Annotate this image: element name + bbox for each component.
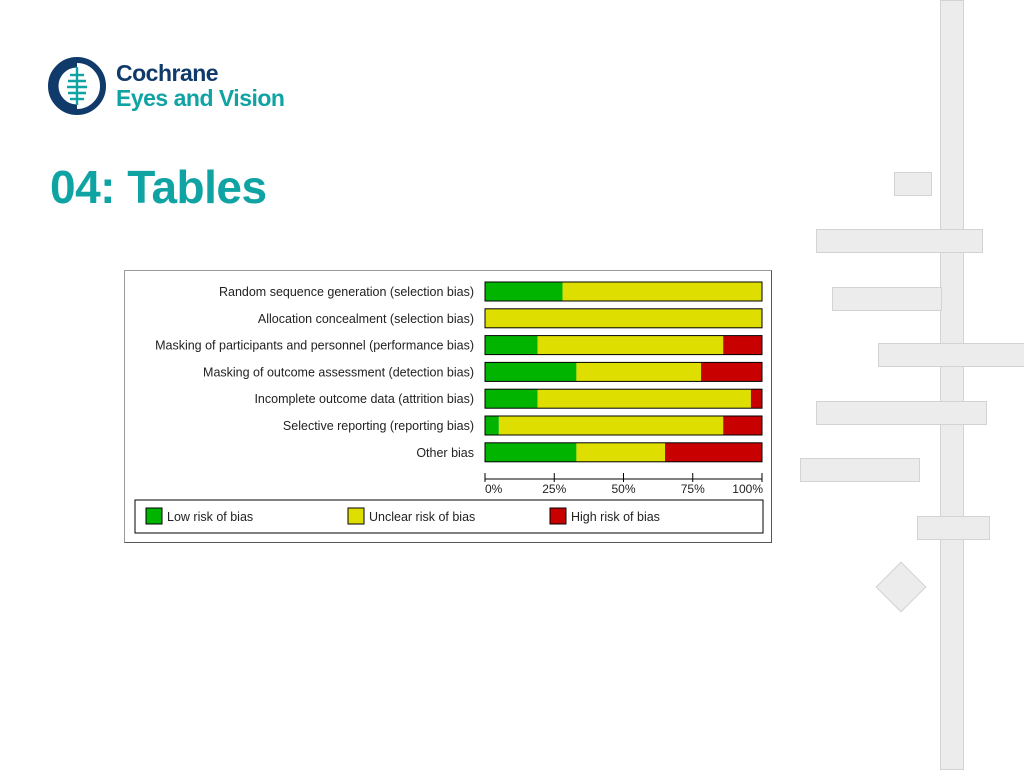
deco-vertical-bar: [940, 0, 964, 770]
legend-box: [134, 499, 764, 534]
x-tick-label: 75%: [681, 482, 705, 496]
legend-label: Low risk of bias: [167, 510, 253, 524]
legend-label: Unclear risk of bias: [369, 510, 475, 524]
bar-segment: [723, 335, 762, 355]
x-tick-label: 50%: [611, 482, 635, 496]
bar-segment: [576, 362, 702, 382]
x-tick-label: 25%: [542, 482, 566, 496]
logo-subtitle: Eyes and Vision: [116, 85, 285, 111]
deco-diamond: [875, 561, 927, 613]
bar-segment: [485, 416, 499, 435]
x-tick-label: 0%: [485, 482, 503, 496]
deco-bar-3: [878, 343, 1024, 367]
bar-segment: [665, 442, 762, 462]
cochrane-logo: Cochrane Eyes and Vision: [48, 57, 308, 117]
bar-segment: [537, 389, 751, 409]
bar-outline: [484, 442, 763, 463]
bar-outline: [484, 388, 763, 409]
risk-of-bias-chart-svg: Random sequence generation (selection bi…: [134, 281, 764, 534]
bar-segment: [485, 335, 538, 355]
bar-segment: [498, 416, 724, 435]
category-label: Masking of participants and personnel (p…: [155, 339, 474, 353]
bar-outline: [484, 335, 763, 356]
category-label: Masking of outcome assessment (detection…: [203, 365, 474, 379]
legend-swatch: [549, 507, 567, 525]
cochrane-logo-icon: [48, 57, 106, 115]
bar-segment: [701, 362, 762, 382]
bar-segment: [576, 442, 666, 462]
category-label: Selective reporting (reporting bias): [283, 419, 474, 433]
bar-segment: [485, 308, 762, 328]
legend-swatch: [347, 507, 365, 525]
bar-segment: [562, 282, 762, 301]
bar-outline: [484, 361, 763, 382]
x-tick-label: 100%: [732, 482, 763, 496]
legend-label: High risk of bias: [571, 510, 660, 524]
bar-segment: [485, 282, 563, 301]
bar-outline: [484, 308, 763, 329]
category-label: Random sequence generation (selection bi…: [219, 285, 474, 299]
bar-segment: [485, 442, 577, 462]
logo-name: Cochrane: [116, 60, 219, 86]
category-label: Other bias: [416, 446, 474, 460]
deco-bar-1: [816, 229, 983, 253]
deco-small-square: [894, 172, 932, 196]
slide-title: 04: Tables: [50, 161, 267, 213]
bar-segment: [485, 389, 538, 409]
deco-bar-4: [816, 401, 987, 425]
category-label: Allocation concealment (selection bias): [258, 312, 474, 326]
bar-segment: [750, 389, 762, 409]
bar-segment: [537, 335, 724, 355]
bar-segment: [485, 362, 577, 382]
deco-bar-5: [800, 458, 920, 482]
legend-swatch: [145, 507, 163, 525]
bar-outline: [484, 281, 763, 302]
deco-bar-6: [917, 516, 990, 540]
category-label: Incomplete outcome data (attrition bias): [254, 392, 474, 406]
deco-bar-2: [832, 287, 942, 311]
risk-of-bias-chart: Random sequence generation (selection bi…: [124, 270, 772, 543]
bar-outline: [484, 415, 763, 436]
bar-segment: [723, 416, 762, 435]
